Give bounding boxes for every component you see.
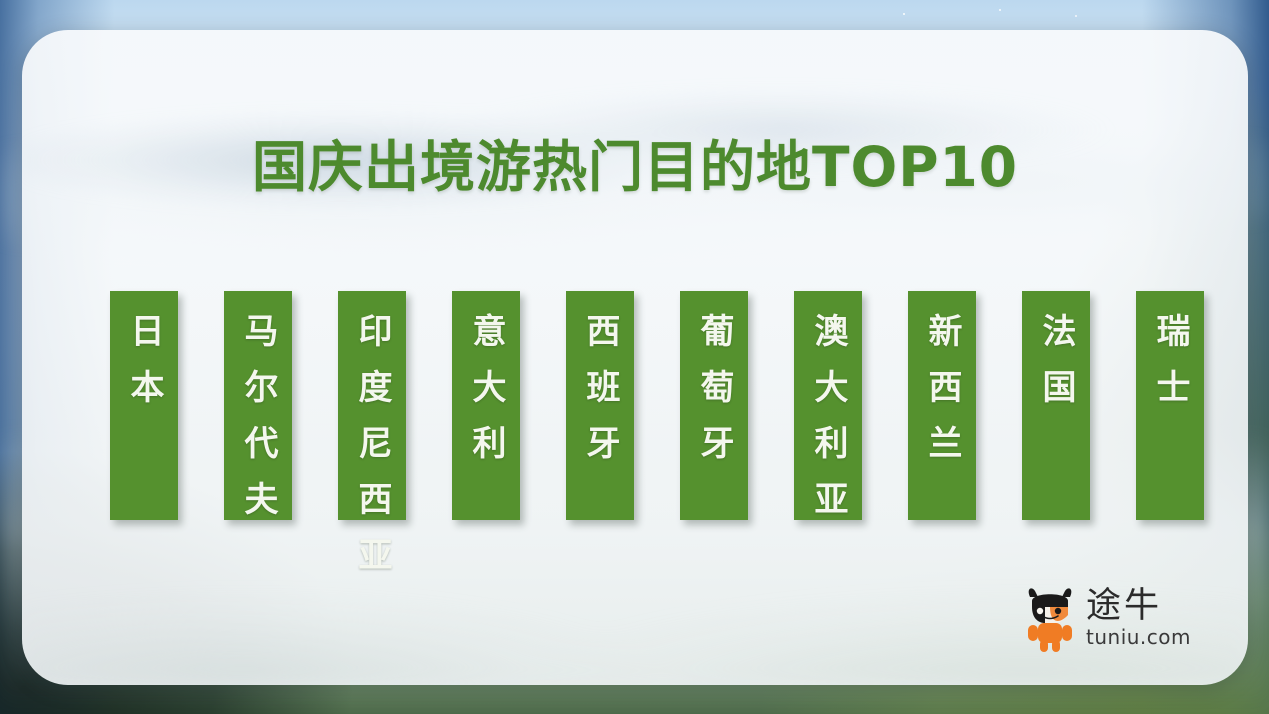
bar-label: 瑞士 <box>1150 313 1190 425</box>
bar-rank-10[interactable]: 瑞士 <box>1136 291 1204 520</box>
bar-rank-6[interactable]: 葡萄牙 <box>680 291 748 520</box>
bar-rank-3[interactable]: 印度尼西亚 <box>338 291 406 593</box>
bar-rank-8[interactable]: 新西兰 <box>908 291 976 520</box>
tuniu-cow-mascot-icon <box>1028 588 1072 652</box>
logo-domain: tuniu.com <box>1086 625 1191 649</box>
bar-label: 澳大利亚 <box>808 313 848 537</box>
bar-label: 日本 <box>124 313 164 425</box>
bar-rank-2[interactable]: 马尔代夫 <box>224 291 292 537</box>
bar-chart: 日本 马尔代夫 印度尼西亚 意大利 西班牙 葡萄牙 澳大利亚 新西兰 法国 瑞士 <box>110 291 1204 593</box>
bar-rank-1[interactable]: 日本 <box>110 291 178 520</box>
bar-label: 印度尼西亚 <box>352 313 392 593</box>
logo-chinese-name: 途牛 <box>1086 586 1163 626</box>
background-windmills <box>880 0 1269 26</box>
tuniu-logo[interactable]: 途牛 tuniu.com <box>1020 585 1210 655</box>
bar-rank-7[interactable]: 澳大利亚 <box>794 291 862 537</box>
bar-rank-9[interactable]: 法国 <box>1022 291 1090 520</box>
bar-label: 新西兰 <box>922 313 962 481</box>
frosted-slide-card: 国庆出境游热门目的地TOP10 日本 马尔代夫 印度尼西亚 意大利 西班牙 葡萄… <box>22 30 1248 685</box>
bar-label: 葡萄牙 <box>694 313 734 481</box>
bar-label: 西班牙 <box>580 313 620 481</box>
tuniu-wordmark: 途牛 tuniu.com <box>1086 587 1210 653</box>
bar-label: 马尔代夫 <box>238 313 278 537</box>
bar-rank-5[interactable]: 西班牙 <box>566 291 634 520</box>
page-title: 国庆出境游热门目的地TOP10 <box>251 135 1019 199</box>
bar-rank-4[interactable]: 意大利 <box>452 291 520 520</box>
bar-label: 意大利 <box>466 313 506 481</box>
bar-label: 法国 <box>1036 313 1076 425</box>
